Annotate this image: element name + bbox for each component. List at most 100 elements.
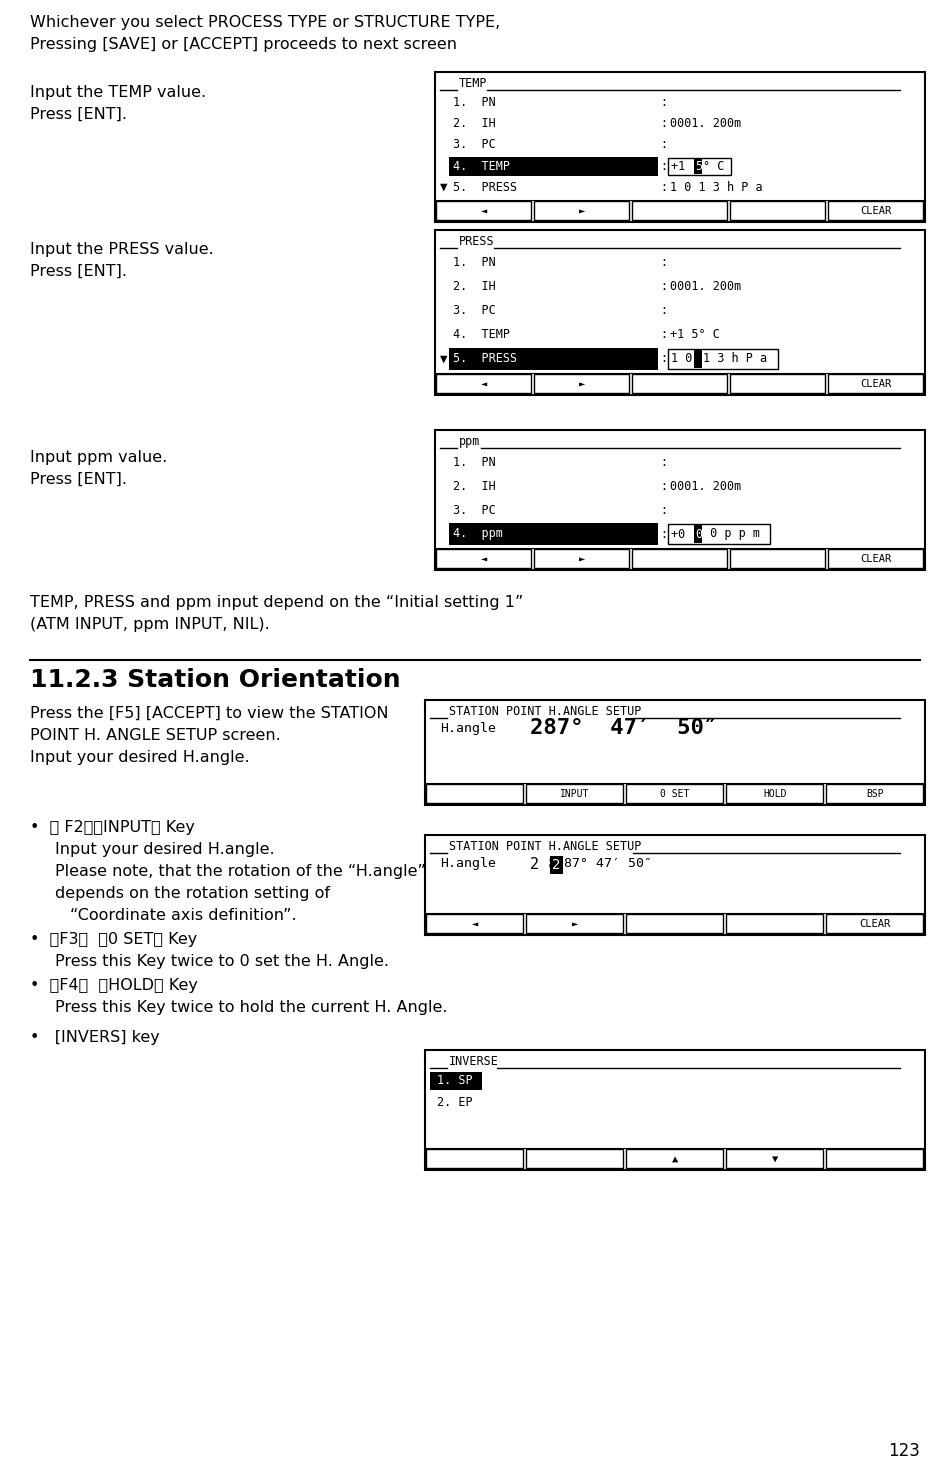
Bar bbox=[632, 374, 727, 393]
Bar bbox=[426, 783, 523, 803]
Bar bbox=[910, 1055, 914, 1063]
Text: Press the [F5] [ACCEPT] to view the STATION: Press the [F5] [ACCEPT] to view the STAT… bbox=[30, 706, 389, 721]
Bar bbox=[910, 706, 914, 712]
Text: 3.  PC: 3. PC bbox=[453, 139, 496, 152]
Bar bbox=[694, 350, 702, 368]
Text: •  ［ F2］［INPUT］ Key: • ［ F2］［INPUT］ Key bbox=[30, 820, 195, 835]
Text: •  ［F3］  ［0 SET］ Key: • ［F3］ ［0 SET］ Key bbox=[30, 933, 198, 947]
Bar bbox=[910, 436, 914, 443]
Text: 3.  PC: 3. PC bbox=[453, 504, 496, 516]
Bar bbox=[632, 548, 727, 568]
Text: 1.  PN: 1. PN bbox=[453, 96, 496, 109]
Bar bbox=[669, 158, 731, 174]
Text: 0001. 200m: 0001. 200m bbox=[671, 279, 742, 293]
Bar bbox=[910, 236, 914, 242]
Bar bbox=[915, 706, 919, 712]
Text: CLEAR: CLEAR bbox=[861, 378, 892, 389]
Bar bbox=[534, 374, 629, 393]
Text: “Coordinate axis definition”.: “Coordinate axis definition”. bbox=[70, 907, 296, 922]
Text: Press [ENT].: Press [ENT]. bbox=[30, 265, 127, 279]
Bar bbox=[903, 1054, 919, 1066]
Text: INPUT: INPUT bbox=[560, 789, 590, 800]
Text: INVERSE: INVERSE bbox=[449, 1055, 499, 1069]
Text: :: : bbox=[660, 256, 668, 269]
Bar bbox=[915, 236, 919, 242]
Bar bbox=[550, 856, 563, 873]
Text: :: : bbox=[660, 504, 668, 516]
Text: Whichever you select PROCESS TYPE or STRUCTURE TYPE,: Whichever you select PROCESS TYPE or STR… bbox=[30, 15, 501, 30]
Bar bbox=[449, 523, 657, 545]
Text: ▼: ▼ bbox=[771, 1154, 778, 1165]
Text: 0001. 200m: 0001. 200m bbox=[671, 117, 742, 130]
Bar bbox=[903, 234, 919, 245]
Text: 2. EP: 2. EP bbox=[437, 1095, 473, 1108]
Text: :: : bbox=[660, 528, 668, 541]
Text: STATION POINT H.ANGLE SETUP: STATION POINT H.ANGLE SETUP bbox=[449, 705, 641, 718]
Text: 2: 2 bbox=[552, 859, 560, 872]
Bar bbox=[905, 236, 909, 242]
Text: ►: ► bbox=[579, 554, 585, 565]
Text: 1 0: 1 0 bbox=[672, 352, 693, 365]
Bar bbox=[730, 201, 825, 220]
Bar bbox=[626, 783, 723, 803]
Bar bbox=[905, 841, 909, 848]
Text: PRESS: PRESS bbox=[459, 235, 495, 248]
Text: 2.  IH: 2. IH bbox=[453, 279, 496, 293]
Bar bbox=[435, 72, 925, 222]
Text: CLEAR: CLEAR bbox=[860, 919, 891, 930]
Text: Press [ENT].: Press [ENT]. bbox=[30, 471, 127, 486]
Bar bbox=[730, 374, 825, 393]
Bar bbox=[425, 835, 925, 936]
Text: TEMP, PRESS and ppm input depend on the “Initial setting 1”: TEMP, PRESS and ppm input depend on the … bbox=[30, 596, 523, 610]
Bar bbox=[915, 1055, 919, 1063]
Bar bbox=[919, 1057, 922, 1063]
Text: 2.  IH: 2. IH bbox=[453, 117, 496, 130]
Text: Please note, that the rotation of the “H.angle”: Please note, that the rotation of the “H… bbox=[55, 865, 426, 879]
Text: TEMP: TEMP bbox=[459, 77, 487, 90]
Bar bbox=[915, 78, 919, 86]
Text: Input your desired H.angle.: Input your desired H.angle. bbox=[30, 749, 250, 766]
Bar bbox=[905, 706, 909, 712]
Text: POINT H. ANGLE SETUP screen.: POINT H. ANGLE SETUP screen. bbox=[30, 729, 281, 743]
Text: •   [INVERS] key: • [INVERS] key bbox=[30, 1030, 160, 1045]
Bar bbox=[449, 157, 657, 176]
Text: :: : bbox=[660, 139, 668, 152]
Bar bbox=[526, 913, 623, 933]
Text: STATION POINT H.ANGLE SETUP: STATION POINT H.ANGLE SETUP bbox=[449, 840, 641, 853]
Bar bbox=[425, 1049, 925, 1171]
Bar bbox=[919, 236, 922, 242]
Bar bbox=[903, 840, 919, 850]
Text: :: : bbox=[660, 279, 668, 293]
Text: CLEAR: CLEAR bbox=[861, 205, 892, 216]
Text: 287°  47′  50″: 287° 47′ 50″ bbox=[530, 718, 717, 738]
Bar bbox=[669, 525, 770, 544]
Bar bbox=[534, 201, 629, 220]
Bar bbox=[430, 1072, 482, 1089]
Text: 1.  PN: 1. PN bbox=[453, 256, 496, 269]
Bar bbox=[534, 548, 629, 568]
Text: ▲: ▲ bbox=[672, 1154, 678, 1165]
Text: :: : bbox=[660, 328, 668, 341]
Text: ►: ► bbox=[579, 205, 585, 216]
Bar bbox=[726, 913, 823, 933]
Bar bbox=[435, 231, 925, 395]
Text: 2.  IH: 2. IH bbox=[453, 479, 496, 492]
Text: 5: 5 bbox=[694, 160, 702, 173]
Text: Input ppm value.: Input ppm value. bbox=[30, 449, 167, 466]
Bar bbox=[435, 430, 925, 571]
Bar bbox=[905, 436, 909, 443]
Bar bbox=[449, 347, 657, 370]
Bar bbox=[828, 548, 923, 568]
Bar bbox=[826, 783, 923, 803]
Text: ppm: ppm bbox=[459, 435, 481, 448]
Text: CLEAR: CLEAR bbox=[861, 554, 892, 565]
Text: 4.  ppm: 4. ppm bbox=[453, 528, 503, 541]
Bar bbox=[910, 78, 914, 86]
Text: ◄: ◄ bbox=[481, 554, 487, 565]
Text: :: : bbox=[660, 455, 668, 469]
Text: :: : bbox=[660, 479, 668, 492]
Bar bbox=[426, 913, 523, 933]
Bar bbox=[436, 201, 531, 220]
Bar bbox=[903, 435, 919, 445]
Text: 4.  TEMP: 4. TEMP bbox=[453, 160, 510, 173]
